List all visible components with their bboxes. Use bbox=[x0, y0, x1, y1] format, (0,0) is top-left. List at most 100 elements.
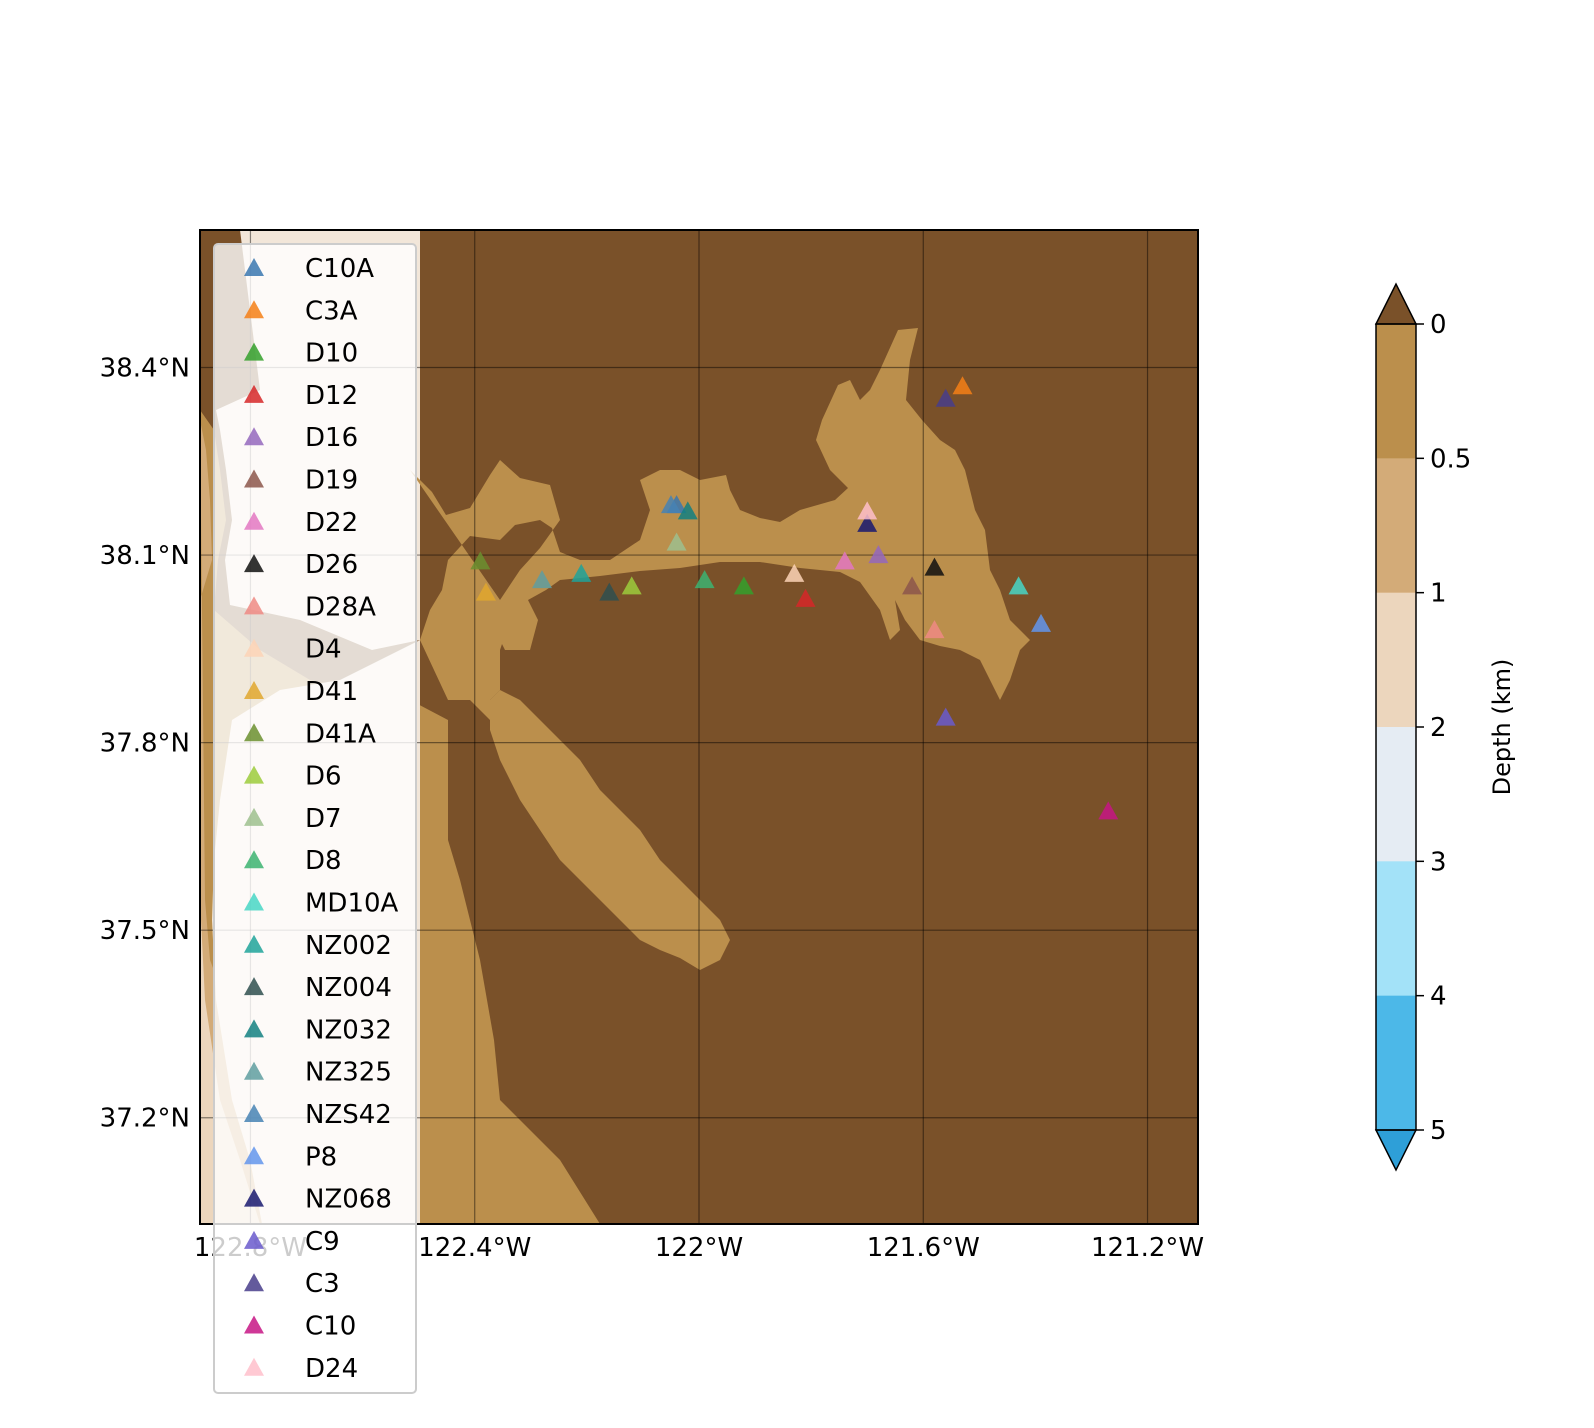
legend-label-c3: C3 bbox=[305, 1269, 340, 1299]
station-marker-nz002 bbox=[571, 563, 592, 582]
station-marker-c3 bbox=[935, 388, 956, 407]
station-marker-c9 bbox=[935, 707, 956, 726]
bay-delta-water bbox=[410, 328, 1030, 970]
legend-label-d22: D22 bbox=[305, 508, 358, 538]
legend-label-d10: D10 bbox=[305, 339, 358, 369]
station-marker-d16 bbox=[868, 545, 889, 564]
colorbar-ticks: 0 0.5 1 2 3 4 5 bbox=[1416, 310, 1471, 1146]
legend-label-nz032: NZ032 bbox=[305, 1015, 392, 1045]
station-marker-d19 bbox=[902, 576, 923, 595]
legend-label-d24: D24 bbox=[305, 1354, 358, 1384]
legend-label-c3a: C3A bbox=[305, 296, 358, 326]
legend-marker-d28a bbox=[244, 596, 264, 615]
x-tick-label-2: 122°W bbox=[655, 1233, 743, 1263]
south-bay bbox=[490, 690, 730, 970]
station-marker-d41 bbox=[475, 582, 496, 601]
legend-marker-d41 bbox=[244, 681, 264, 699]
colorbar-bands bbox=[1376, 324, 1416, 1131]
legend-marker-nz002 bbox=[244, 934, 264, 953]
legend-marker-d6 bbox=[244, 765, 264, 784]
legend-marker-nz004 bbox=[244, 977, 264, 996]
colorbar-under-cap bbox=[1374, 1129, 1418, 1172]
legend-label-nz004: NZ004 bbox=[305, 973, 392, 1003]
legend-label-d8: D8 bbox=[305, 846, 342, 876]
legend-marker-c3 bbox=[244, 1273, 264, 1292]
legend-label-nz325: NZ325 bbox=[305, 1058, 392, 1088]
legend-label-d41: D41 bbox=[305, 677, 358, 707]
legend-label-d28a: D28A bbox=[305, 592, 376, 622]
station-marker-nz068 bbox=[857, 513, 878, 532]
legend-marker-d19 bbox=[244, 469, 264, 488]
legend-marker-c10a bbox=[244, 258, 264, 276]
station-marker-nzs42 bbox=[660, 495, 681, 514]
legend-label-nz068: NZ068 bbox=[305, 1185, 392, 1215]
station-marker-c10 bbox=[1098, 801, 1119, 820]
bay-channel bbox=[420, 620, 490, 720]
colorbar-tick-label-6: 5 bbox=[1430, 1116, 1447, 1146]
x-tick-label-1: 122.4°W bbox=[418, 1233, 531, 1263]
x-tick-label-3: 121.6°W bbox=[867, 1233, 980, 1263]
station-marker-d26 bbox=[924, 557, 945, 576]
station-marker-d12 bbox=[795, 588, 816, 607]
legend-marker-d24 bbox=[244, 1357, 264, 1376]
ocean-deep-band bbox=[200, 460, 260, 1224]
station-marker-d24 bbox=[857, 501, 878, 520]
colorbar-band-4 bbox=[1376, 861, 1416, 997]
y-tick-label-2: 37.8°N bbox=[100, 729, 190, 759]
station-marker-d10 bbox=[733, 576, 754, 595]
legend-label-nzs42: NZS42 bbox=[305, 1100, 392, 1130]
colorbar-band-1 bbox=[1376, 458, 1416, 594]
legend-box bbox=[213, 243, 417, 1394]
colorbar-tick-label-4: 3 bbox=[1430, 847, 1447, 877]
legend-marker-nzs42 bbox=[244, 1104, 264, 1122]
station-marker-d28a bbox=[924, 620, 945, 639]
legend-marker-d12 bbox=[244, 384, 264, 403]
colorbar-tick-label-1: 0.5 bbox=[1430, 444, 1471, 474]
colorbar-tick-label-5: 4 bbox=[1430, 982, 1447, 1012]
legend-label-c10: C10 bbox=[305, 1312, 356, 1342]
legend-label-d6: D6 bbox=[305, 762, 342, 792]
station-marker-d4 bbox=[784, 563, 805, 582]
y-tick-label-0: 38.4°N bbox=[100, 354, 190, 384]
legend-label-md10a: MD10A bbox=[305, 889, 399, 919]
legend-marker-d41a bbox=[244, 723, 264, 742]
legend-marker-c9 bbox=[244, 1230, 264, 1249]
station-marker-c3a bbox=[952, 376, 973, 395]
legend-marker-d26 bbox=[244, 554, 264, 573]
legend-label-d12: D12 bbox=[305, 381, 358, 411]
x-tick-label-4: 121.2°W bbox=[1091, 1233, 1204, 1263]
legend-label-nz002: NZ002 bbox=[305, 931, 392, 961]
legend-marker-d7 bbox=[244, 807, 264, 826]
colorbar-band-0 bbox=[1376, 324, 1416, 459]
legend-marker-d22 bbox=[244, 511, 264, 530]
colorbar-label: Depth (km) bbox=[1488, 659, 1516, 796]
colorbar-tick-label-0: 0 bbox=[1430, 310, 1447, 340]
station-marker-d41a bbox=[470, 551, 491, 570]
legend-marker-nz068 bbox=[244, 1188, 264, 1207]
station-marker-nz032 bbox=[677, 501, 698, 520]
legend-marker-c10 bbox=[244, 1315, 264, 1334]
legend-marker-d16 bbox=[244, 427, 264, 446]
station-marker-d22 bbox=[834, 551, 855, 570]
y-tick-labels: 38.4°N 38.1°N 37.8°N 37.5°N 37.2°N bbox=[100, 354, 190, 1134]
station-marker-md10a bbox=[1008, 576, 1029, 595]
station-marker-d8 bbox=[694, 570, 715, 589]
legend-marker-d8 bbox=[244, 850, 264, 869]
legend-label-d26: D26 bbox=[305, 550, 358, 580]
legend: C10A C3A D10 D12 D16 D19 D22 D26 D28A D4 D41 D41A D6… bbox=[213, 243, 417, 1394]
y-tick-label-1: 38.1°N bbox=[100, 541, 190, 571]
legend-label-d19: D19 bbox=[305, 466, 358, 496]
station-marker-p8 bbox=[1031, 613, 1052, 632]
colorbar-tick-label-2: 1 bbox=[1430, 579, 1447, 609]
legend-marker-d4 bbox=[244, 638, 264, 657]
colorbar: 0 0.5 1 2 3 4 5 Depth (km) bbox=[1374, 282, 1516, 1172]
station-markers bbox=[470, 376, 1119, 820]
legend-label-p8: P8 bbox=[305, 1142, 337, 1172]
legend-label-d41a: D41A bbox=[305, 719, 376, 749]
colorbar-band-3 bbox=[1376, 727, 1416, 862]
station-marker-nz325 bbox=[532, 570, 553, 589]
legend-marker-nz032 bbox=[244, 1019, 264, 1038]
legend-marker-p8 bbox=[244, 1146, 264, 1165]
legend-label-c9: C9 bbox=[305, 1227, 340, 1257]
